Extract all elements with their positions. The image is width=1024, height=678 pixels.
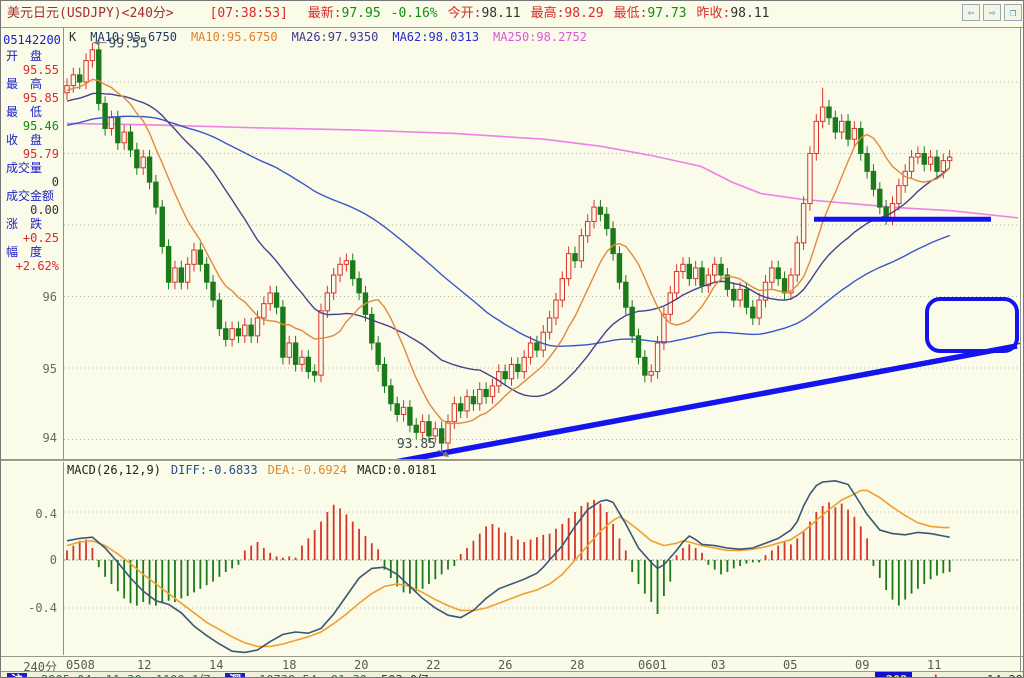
brand-logo: pobo (920, 672, 949, 677)
sidebar-field-label: 成交量 (6, 161, 43, 175)
status-bar: 沪 2905.04 11.30 1100.1亿 深 10730.54 91.30 503.0亿… (1, 671, 1023, 677)
ma-header: K MA10:95.6750 MA10:95.6750 MA26:97.9350 MA6… (69, 30, 601, 45)
x-axis-tick: 11 (927, 658, 942, 672)
sidebar-field-value: +2.62% (15, 259, 59, 273)
sidebar-field-label: 最 高 (6, 77, 43, 91)
sidebar-field-value: +0.25 (22, 231, 59, 245)
ma-legend-item: MA10:95.6750 (190, 30, 278, 44)
macd-legend-item: DIFF:-0.6833 (170, 463, 258, 477)
quote-time: [07:38:53] (209, 6, 288, 21)
x-axis-tick: 20 (354, 658, 369, 672)
period-label: 240分 (23, 660, 57, 674)
ma-legend-item: MA250:98.2752 (493, 30, 587, 44)
sidebar-field-value: 95.85 (22, 91, 59, 105)
macd-legend-item: MACD(26,12,9) (67, 463, 161, 477)
axis-tick-label: 96 (42, 290, 57, 304)
sidebar-field-value: 95.46 (22, 119, 59, 133)
quote-field: 最低:97.73 (613, 6, 687, 21)
x-axis-tick: 18 (282, 658, 297, 672)
x-axis-tick: 05 (783, 658, 798, 672)
status-item: 深 (225, 673, 246, 677)
high-annotation: 99.55 (108, 37, 147, 52)
x-axis-tick: 0601 (638, 658, 667, 672)
info-sidebar: 05142200 开 盘 95.55 最 高 95.85 最 低 95.46 收 盘 95.7… (1, 27, 64, 655)
sidebar-field-label: 涨 跌 (6, 217, 43, 231)
quote-field: 昨收:98.11 (696, 6, 770, 21)
back-arrow-icon[interactable]: ⇦ (962, 4, 980, 21)
x-axis: 240分 0508 12 14 18 20 22 26 28 0601 03 05 09 11 (1, 656, 1023, 674)
panel-divider[interactable] (1, 459, 1023, 462)
clock-time: 14:29 (987, 672, 1023, 677)
x-axis-tick: 12 (137, 658, 152, 672)
down-arrow-icon[interactable]: ↓ (972, 672, 979, 677)
x-axis-tick: 26 (498, 658, 513, 672)
filter-icon[interactable]: ▽ (956, 672, 963, 677)
ma-legend-item: MA10:95.6750 (90, 30, 177, 44)
status-item: 10730.54 (259, 673, 317, 677)
quote-field: 最新:97.95 (307, 6, 381, 21)
bar-datetime-code: 05142200 (3, 33, 61, 47)
x-axis-tick: 09 (855, 658, 870, 672)
quote-field: -0.16% (390, 6, 438, 21)
sidebar-field-label: 收 盘 (6, 133, 43, 147)
x-axis-tick: 28 (570, 658, 585, 672)
x-axis-tick: 22 (426, 658, 441, 672)
macd-chart[interactable] (64, 462, 1020, 655)
nav-buttons: ⇦ ⇨ ❐ (962, 4, 1022, 21)
instrument-title: 美元日元(USDJPY)<240分> (7, 6, 174, 21)
ma-legend-item: K (69, 30, 77, 44)
right-edge (1020, 27, 1023, 671)
sidebar-field-label: 最 低 (6, 105, 43, 119)
status-item: 503.0亿 (381, 673, 429, 677)
axis-tick-label: 94 (42, 431, 57, 445)
status-item: 11.30 (106, 673, 142, 677)
axis-tick-label: 0 (49, 553, 57, 567)
sidebar-field-label: 开 盘 (6, 49, 43, 63)
sidebar-field-label: 幅 度 (6, 245, 43, 259)
quote-field: 最高:98.29 (530, 6, 604, 21)
status-item: 1100.1亿 (156, 673, 211, 677)
axis-tick-label: 0.4 (35, 507, 57, 521)
quote-fields: 最新:97.95 -0.16% 今开:98.11 最高:98.29 最低:97.73 昨收… (308, 6, 780, 21)
status-item: 2905.04 (41, 673, 92, 677)
macd-legend-item: MACD:0.0181 (357, 463, 437, 477)
sidebar-field-value: 95.55 (22, 63, 59, 77)
title-bar: 美元日元(USDJPY)<240分> [07:38:53] 最新:97.95 -0… (1, 1, 1023, 28)
sidebar-field-value: 95.79 (22, 147, 59, 161)
forward-arrow-icon[interactable]: ⇨ (983, 4, 1001, 21)
price-chart[interactable]: 99.55 93.85 (64, 27, 1020, 459)
x-axis-tick: 03 (711, 658, 726, 672)
axis-tick-label: 95 (42, 362, 57, 376)
axis-tick-label: -0.4 (28, 601, 57, 615)
ma-legend-item: MA62:98.0313 (392, 30, 480, 44)
status-item: 沪 (7, 673, 28, 677)
status-item: 91.30 (331, 673, 367, 677)
sidebar-field-label: 成交金额 (6, 189, 55, 203)
ma-legend-item: MA26:97.9350 (291, 30, 379, 44)
advancers-badge: ▲202 (874, 672, 912, 677)
x-axis-tick: 14 (209, 658, 224, 672)
sidebar-field-value: 0.00 (30, 203, 59, 217)
cascade-windows-icon[interactable]: ❐ (1004, 4, 1022, 21)
low-annotation: 93.85 (397, 437, 436, 452)
macd-header: MACD(26,12,9) DIFF:-0.6833 DEA:-0.6924 MACD… (67, 463, 447, 478)
sidebar-field-value: 0 (51, 175, 59, 189)
x-axis-tick: 0508 (66, 658, 95, 672)
quote-field: 今开:98.11 (447, 6, 521, 21)
macd-legend-item: DEA:-0.6924 (267, 463, 348, 477)
